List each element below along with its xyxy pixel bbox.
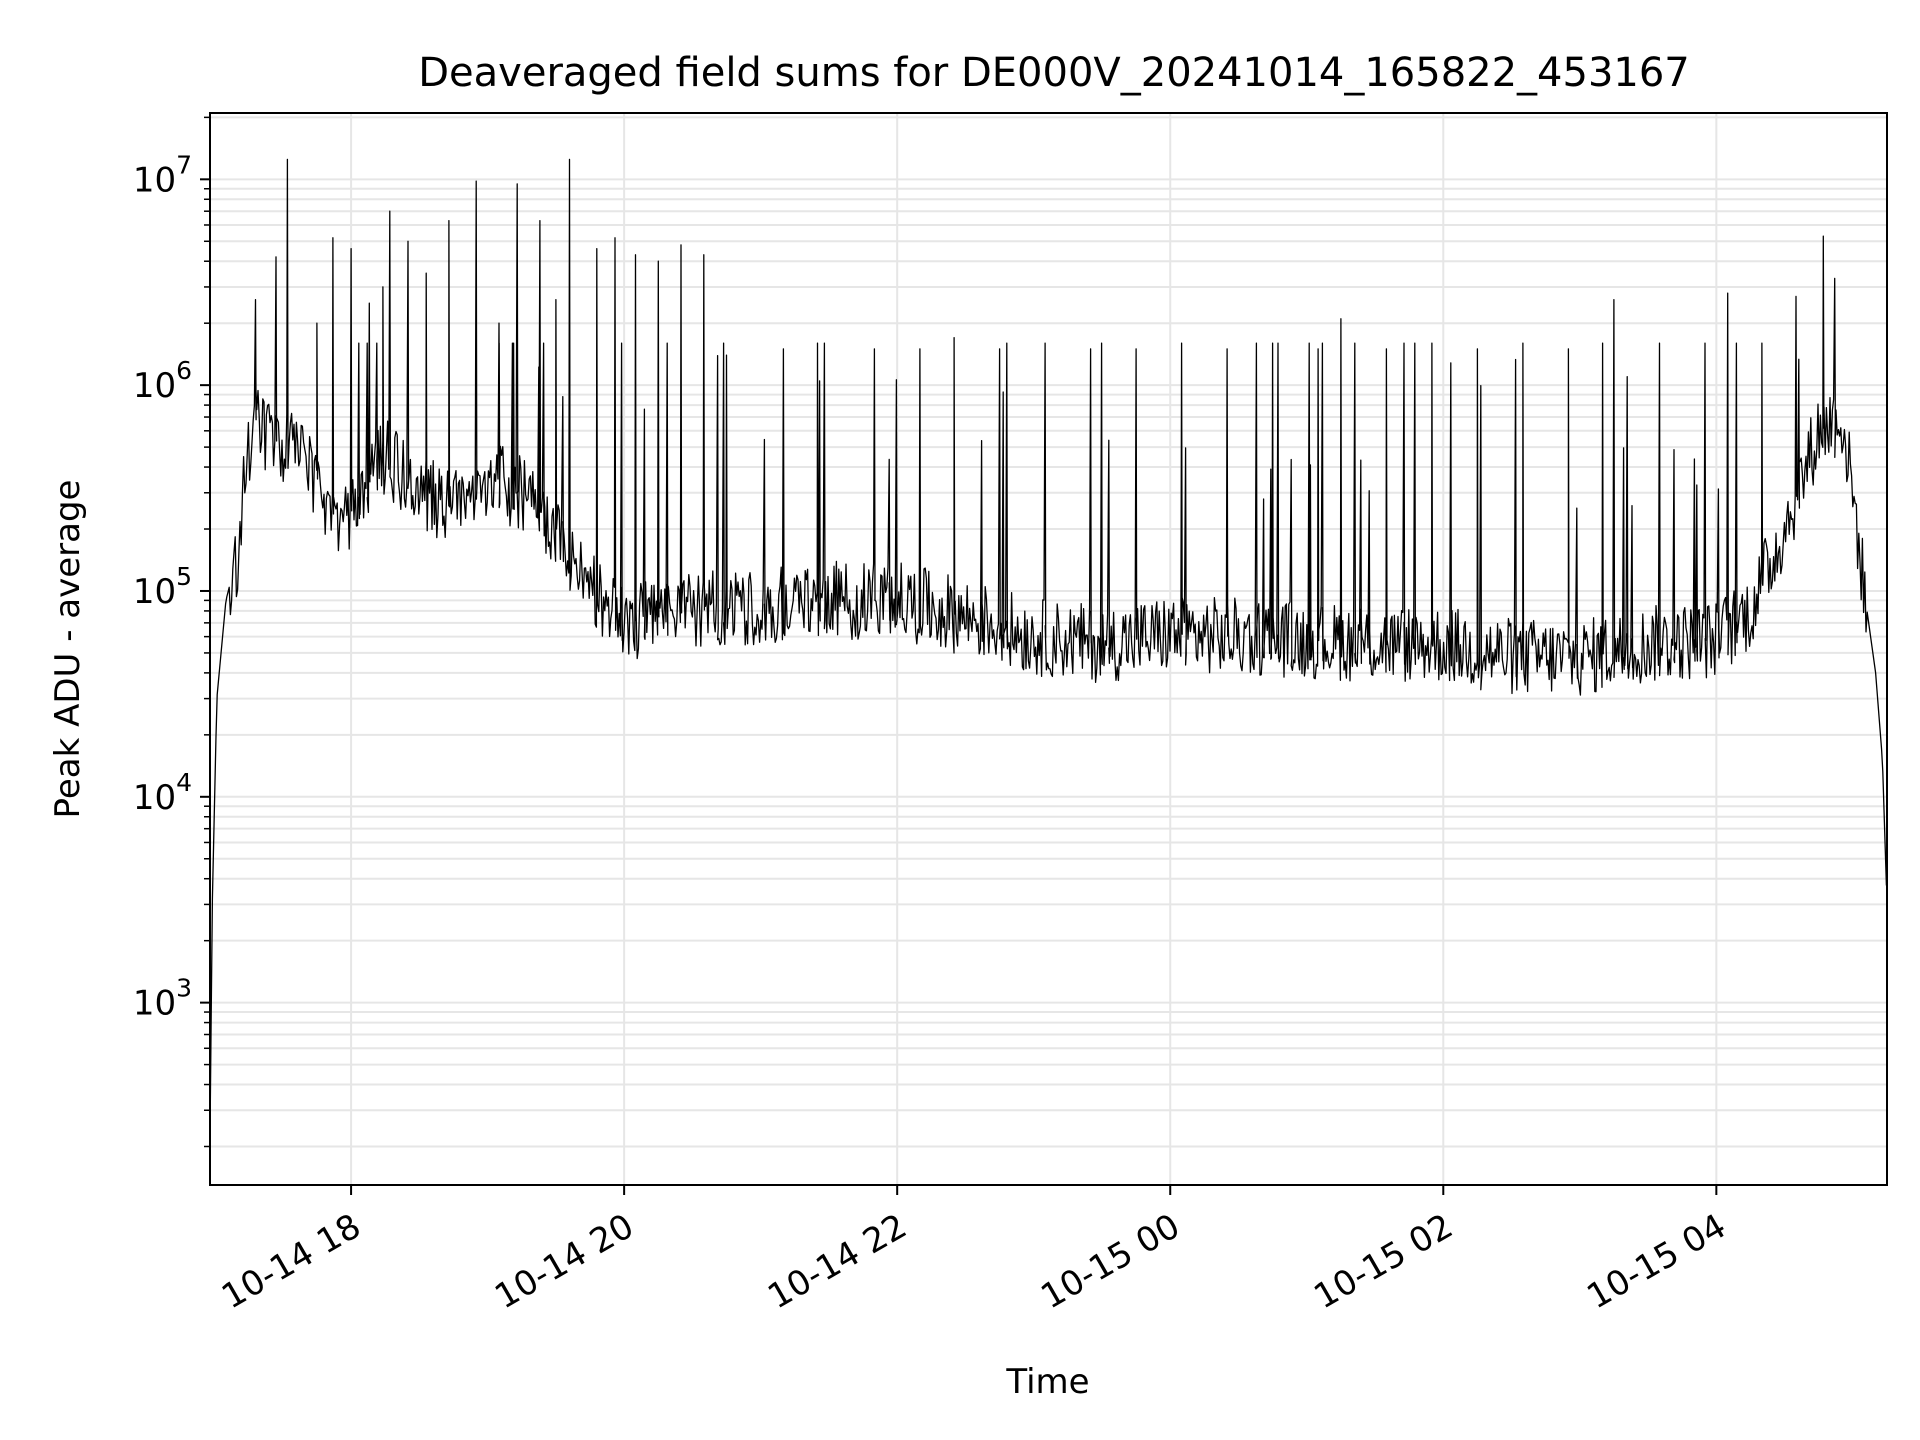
series-line bbox=[209, 158, 1888, 1139]
y-tick-label: 104 bbox=[133, 768, 192, 818]
x-tick-label: 10-14 22 bbox=[761, 1206, 913, 1317]
x-tick-label: 10-14 20 bbox=[488, 1206, 640, 1317]
plot-area bbox=[209, 158, 1888, 1139]
y-axis-label: Peak ADU - average bbox=[48, 480, 88, 819]
axes-frame bbox=[209, 112, 1888, 1186]
x-tick-label: 10-14 18 bbox=[215, 1206, 367, 1317]
y-tick-label: 103 bbox=[133, 974, 192, 1024]
grid-lines bbox=[210, 113, 1887, 1185]
x-axis-label: Time bbox=[1005, 1362, 1089, 1402]
x-tick-label: 10-15 00 bbox=[1034, 1206, 1186, 1317]
chart-title: Deaveraged field sums for DE000V_2024101… bbox=[418, 50, 1689, 96]
y-tick-label: 107 bbox=[133, 150, 192, 200]
y-axis-ticks: 103 104 105 106 107 bbox=[133, 116, 210, 1148]
x-axis-ticks: 10-14 18 10-14 20 10-14 22 10-15 00 10-15 02… bbox=[215, 1185, 1733, 1317]
y-tick-label: 105 bbox=[133, 562, 192, 612]
x-tick-label: 10-15 04 bbox=[1580, 1206, 1732, 1317]
x-tick-label: 10-15 02 bbox=[1307, 1206, 1459, 1317]
y-tick-label: 106 bbox=[133, 356, 192, 406]
